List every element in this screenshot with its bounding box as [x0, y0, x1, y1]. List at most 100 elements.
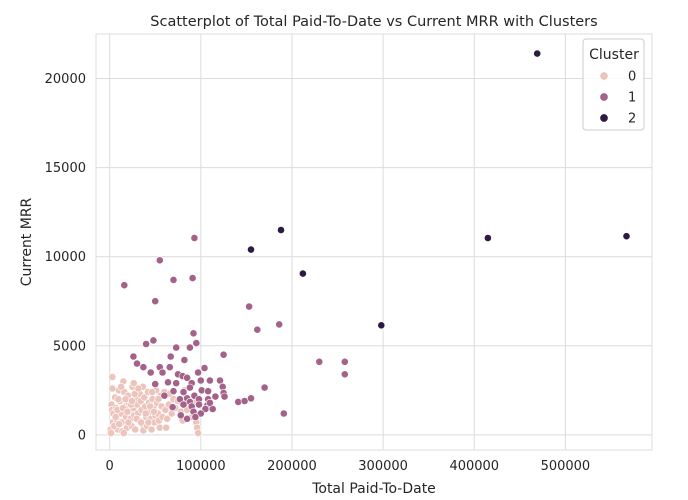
point-cluster-1: [195, 400, 203, 409]
point-cluster-1: [275, 320, 284, 329]
point-cluster-0: [144, 418, 153, 427]
point-cluster-1: [245, 302, 253, 311]
point-cluster-0: [134, 384, 143, 393]
legend-marker-cluster-0: [599, 71, 609, 81]
x-tick-label: 0: [106, 459, 114, 474]
chart-title: Scatterplot of Total Paid-To-Date vs Cur…: [150, 14, 597, 30]
point-cluster-1: [194, 368, 202, 377]
point-cluster-0: [148, 388, 156, 396]
y-tick-label: 0: [78, 428, 86, 443]
point-cluster-0: [141, 409, 150, 418]
point-cluster-1: [190, 234, 199, 242]
point-cluster-1: [149, 336, 158, 345]
point-cluster-1: [151, 297, 160, 306]
legend-box: [582, 38, 645, 131]
x-tick-label: 400000: [449, 459, 499, 474]
point-cluster-2: [622, 232, 631, 241]
point-cluster-0: [131, 425, 140, 434]
point-cluster-1: [211, 392, 220, 401]
point-cluster-0: [121, 395, 130, 404]
point-cluster-1: [220, 392, 229, 401]
point-cluster-0: [130, 389, 139, 398]
point-cluster-1: [185, 383, 194, 392]
point-cluster-0: [123, 407, 132, 416]
point-cluster-0: [115, 420, 124, 429]
point-cluster-2: [377, 321, 386, 330]
point-cluster-1: [176, 411, 185, 420]
point-cluster-0: [149, 407, 158, 416]
point-cluster-1: [165, 363, 174, 372]
x-tick-label: 200000: [267, 459, 317, 474]
y-tick-label: 10000: [45, 250, 86, 265]
point-cluster-1: [151, 380, 160, 388]
point-cluster-1: [139, 363, 148, 372]
point-cluster-0: [108, 373, 117, 381]
point-cluster-0: [147, 425, 156, 434]
point-cluster-1: [192, 339, 201, 347]
legend-marker-cluster-1: [599, 92, 609, 102]
point-cluster-1: [191, 413, 200, 421]
plot-background: [95, 33, 653, 451]
point-cluster-1: [169, 275, 178, 284]
point-cluster-1: [160, 391, 169, 400]
point-cluster-0: [129, 379, 138, 388]
point-cluster-1: [205, 398, 214, 407]
x-tick-label: 300000: [358, 459, 408, 474]
point-cluster-1: [179, 400, 188, 409]
point-cluster-1: [200, 364, 209, 372]
legend-label-cluster-1: 1: [628, 91, 636, 106]
point-cluster-1: [155, 256, 164, 265]
grid-lines: [96, 34, 652, 450]
point-cluster-1: [142, 340, 150, 348]
point-cluster-1: [183, 414, 191, 423]
legend-title: Cluster: [589, 47, 639, 63]
point-cluster-1: [146, 368, 155, 377]
point-cluster-2: [298, 269, 307, 278]
x-tick-label: 500000: [541, 459, 591, 474]
point-cluster-1: [204, 387, 212, 396]
point-cluster-1: [260, 383, 269, 392]
y-axis-title: Current MRR: [19, 197, 35, 286]
point-cluster-1: [196, 376, 205, 385]
point-cluster-1: [180, 356, 189, 364]
point-cluster-2: [247, 245, 255, 254]
data-points: [106, 49, 631, 437]
point-cluster-0: [163, 414, 171, 423]
point-cluster-1: [315, 357, 324, 366]
point-cluster-1: [185, 343, 194, 352]
point-cluster-0: [119, 429, 128, 437]
legend-label-cluster-0: 0: [628, 70, 636, 85]
point-cluster-1: [172, 379, 181, 388]
point-cluster-0: [161, 405, 170, 414]
point-cluster-0: [140, 393, 149, 402]
point-cluster-0: [128, 397, 136, 405]
point-cluster-1: [234, 397, 243, 406]
point-cluster-0: [137, 418, 145, 427]
point-cluster-1: [197, 386, 206, 395]
point-cluster-1: [168, 403, 177, 412]
y-tick-label: 5000: [53, 339, 86, 354]
point-cluster-1: [247, 394, 255, 403]
point-cluster-1: [219, 350, 228, 359]
point-cluster-1: [158, 368, 167, 377]
point-cluster-0: [107, 429, 115, 437]
point-cluster-1: [183, 373, 191, 382]
point-cluster-1: [179, 388, 188, 396]
point-cluster-1: [188, 274, 197, 282]
point-cluster-1: [133, 359, 141, 368]
point-cluster-1: [169, 387, 178, 396]
point-cluster-0: [117, 382, 125, 391]
point-cluster-1: [340, 370, 349, 379]
point-cluster-0: [162, 423, 171, 432]
point-cluster-1: [166, 352, 175, 361]
legend-marker-cluster-2: [599, 113, 609, 123]
point-cluster-0: [154, 395, 163, 404]
point-cluster-2: [277, 226, 285, 234]
point-cluster-1: [340, 357, 349, 366]
point-cluster-1: [129, 352, 138, 361]
point-cluster-1: [205, 376, 214, 385]
point-cluster-1: [189, 329, 198, 338]
point-cluster-0: [124, 418, 133, 427]
legend: Cluster 0 1 2: [582, 38, 645, 131]
x-axis-ticks: 0 100000 200000 300000 400000 500000: [106, 459, 591, 474]
